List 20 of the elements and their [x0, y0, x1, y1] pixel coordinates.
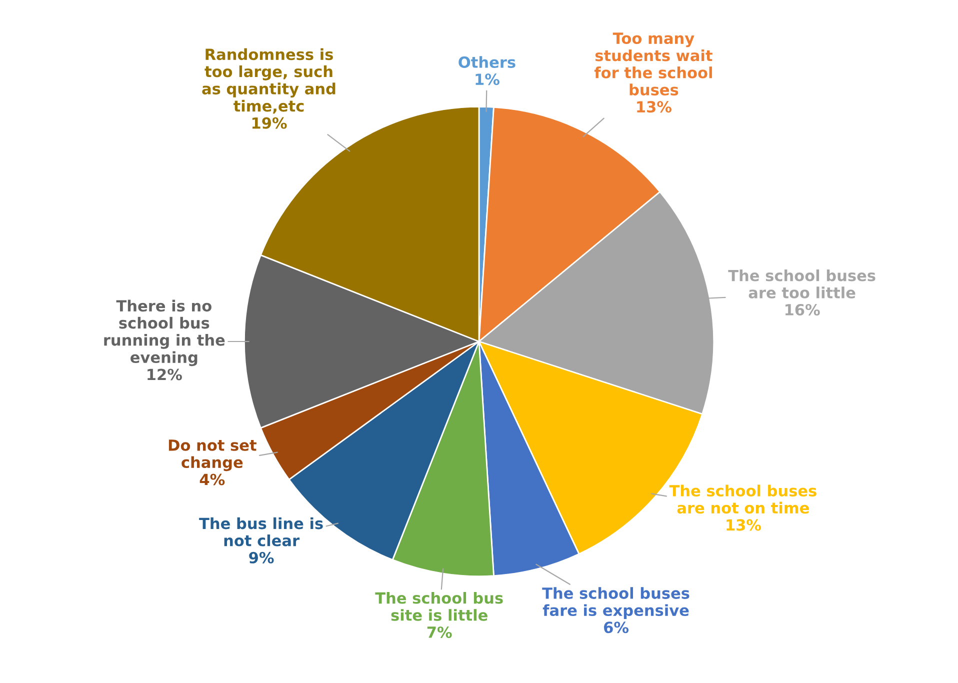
- data-label: 6%: [604, 622, 629, 634]
- data-label: 4%: [200, 474, 225, 486]
- data-label: 13%: [637, 101, 672, 113]
- slice-label: The school buses fare is expensive: [542, 587, 690, 620]
- data-label: 13%: [726, 519, 761, 531]
- data-label: 19%: [252, 117, 287, 129]
- data-label: 9%: [249, 552, 274, 564]
- slice-label: Others: [458, 56, 516, 68]
- slice-label: There is no school bus running in the evening: [104, 300, 225, 366]
- data-label: 1%: [476, 74, 500, 86]
- slice-label: The school bus site is little: [375, 592, 503, 621]
- slice-label: Randomness is too large, such as quantity and time,etc: [202, 48, 336, 114]
- slice-label: The school buses are not on time: [669, 484, 816, 514]
- slice-label: Too many students wait for the school buses: [594, 32, 712, 96]
- slice-label: The bus line is not clear: [199, 517, 323, 546]
- slice-label: Do not set change: [168, 440, 256, 472]
- data-label: 7%: [427, 626, 452, 638]
- data-label: 12%: [148, 368, 182, 380]
- data-label: 16%: [785, 304, 820, 316]
- slice-label: The school buses are too little: [728, 269, 876, 298]
